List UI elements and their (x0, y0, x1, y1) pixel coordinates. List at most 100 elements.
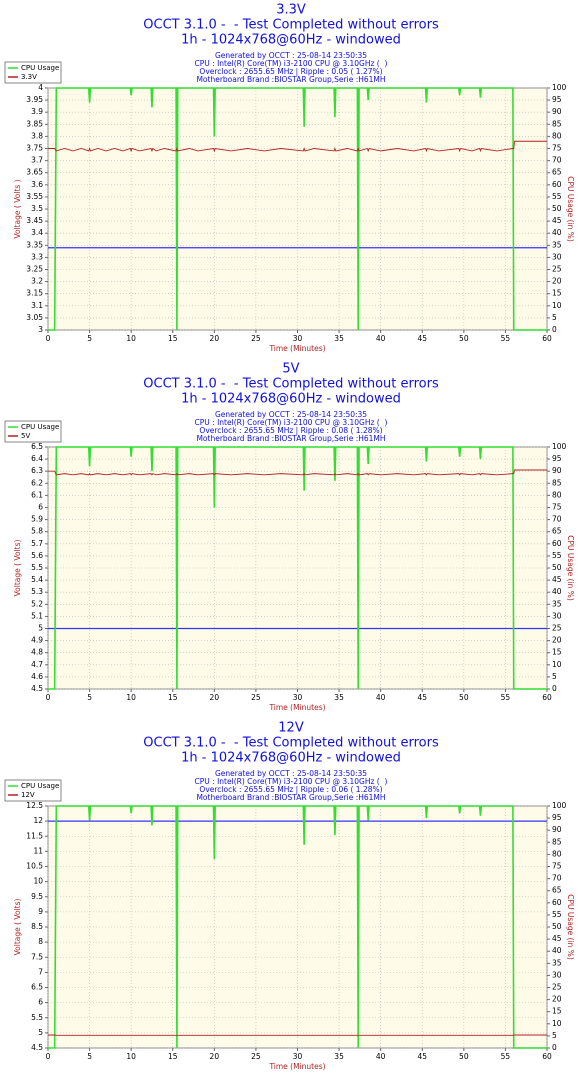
y2-tick-label: 65 (552, 527, 562, 536)
y2-tick-label: 65 (552, 886, 562, 895)
y-tick-label: 10 (33, 877, 43, 886)
y2-tick-label: 45 (552, 575, 562, 584)
x-tick-label: 20 (210, 693, 220, 702)
y-tick-label: 4 (38, 83, 43, 92)
y2-tick-label: 55 (552, 910, 562, 919)
y2-tick-label: 60 (552, 180, 562, 189)
x-tick-label: 40 (376, 693, 386, 702)
y-tick-label: 4.8 (31, 648, 43, 657)
y2-tick-label: 85 (552, 837, 562, 846)
x-tick-label: 60 (542, 1052, 552, 1061)
y2-tick-label: 30 (552, 611, 562, 620)
x-tick-label: 50 (459, 693, 469, 702)
y2-tick-label: 75 (552, 862, 562, 871)
y2-tick-label: 100 (552, 801, 567, 810)
y-tick-label: 3.8 (31, 131, 43, 140)
y2-tick-label: 10 (552, 301, 562, 310)
y-tick-label: 4.7 (31, 660, 43, 669)
series-line (48, 446, 547, 690)
y-axis-title: Voltage ( Volts) (13, 540, 22, 597)
y-tick-label: 3.55 (26, 192, 43, 201)
x-tick-label: 60 (542, 693, 552, 702)
x-tick-label: 35 (334, 334, 344, 343)
y2-tick-label: 45 (552, 934, 562, 943)
y2-tick-label: 35 (552, 599, 562, 608)
y-tick-label: 5.9 (31, 515, 43, 524)
legend-label: CPU Usage (21, 782, 59, 790)
y-tick-label: 3.75 (26, 144, 43, 153)
chart-title: 5V (282, 362, 299, 377)
y-tick-label: 7 (38, 967, 43, 976)
chart-subtitle: 1h - 1024x768@60Hz - windowed (181, 751, 401, 766)
series-line (48, 87, 547, 331)
x-tick-label: 25 (251, 693, 261, 702)
info-line: Generated by OCCT : 25-08-14 23:50:35 (215, 769, 367, 778)
x-axis-title: Time (Minutes) (268, 344, 325, 353)
y-tick-label: 5.1 (31, 611, 43, 620)
y-tick-label: 3.1 (31, 301, 43, 310)
y-tick-label: 4.5 (31, 684, 43, 693)
x-tick-label: 20 (210, 1052, 220, 1061)
y-tick-label: 3.6 (31, 180, 43, 189)
chart-subtitle: 1h - 1024x768@60Hz - windowed (181, 33, 401, 48)
info-line: Generated by OCCT : 25-08-14 23:50:35 (215, 410, 367, 419)
y-tick-label: 3.3 (31, 252, 43, 261)
y2-tick-label: 5 (552, 1031, 557, 1040)
y-tick-label: 4.6 (31, 672, 43, 681)
y2-tick-label: 90 (552, 466, 562, 475)
y2-tick-label: 25 (552, 265, 562, 274)
y2-axis-title: CPU Usage (in %) (566, 535, 575, 601)
y2-tick-label: 10 (552, 1019, 562, 1028)
info-line: Overclock : 2655.65 MHz | Ripple : 0.08 … (199, 426, 382, 435)
y2-tick-label: 100 (552, 442, 567, 451)
x-tick-label: 5 (87, 1052, 92, 1061)
x-tick-label: 0 (46, 693, 51, 702)
y2-tick-label: 35 (552, 240, 562, 249)
y2-tick-label: 40 (552, 228, 562, 237)
x-tick-label: 50 (459, 1052, 469, 1061)
y2-tick-label: 0 (552, 684, 557, 693)
y2-axis-title: CPU Usage (in %) (566, 176, 575, 242)
y2-tick-label: 80 (552, 490, 562, 499)
y2-tick-label: 5 (552, 313, 557, 322)
y-tick-label: 3.95 (26, 95, 43, 104)
chart-title: 12V (278, 721, 304, 736)
y-tick-label: 3.7 (31, 156, 43, 165)
legend-box (4, 779, 62, 802)
x-tick-label: 55 (501, 693, 511, 702)
y-tick-label: 5 (38, 1028, 43, 1037)
y2-tick-label: 95 (552, 813, 562, 822)
x-tick-label: 10 (126, 693, 136, 702)
info-line: Overclock : 2655.65 MHz | Ripple : 0.05 … (199, 67, 382, 76)
chart-subtitle: 1h - 1024x768@60Hz - windowed (181, 392, 401, 407)
y-tick-label: 3 (38, 325, 43, 334)
y2-tick-label: 80 (552, 131, 562, 140)
y2-tick-label: 25 (552, 624, 562, 633)
y-tick-label: 5.7 (31, 539, 43, 548)
x-tick-label: 20 (210, 334, 220, 343)
y2-tick-label: 20 (552, 995, 562, 1004)
y-tick-label: 5.4 (31, 575, 43, 584)
x-tick-label: 5 (87, 693, 92, 702)
y2-tick-label: 95 (552, 95, 562, 104)
y-tick-label: 3.35 (26, 240, 43, 249)
x-tick-label: 30 (293, 334, 303, 343)
y-tick-label: 5.5 (31, 1013, 43, 1022)
legend-box (4, 420, 62, 443)
y-tick-label: 3.9 (31, 107, 43, 116)
y-axis-title: Voltage ( Volts ) (13, 179, 22, 238)
y-tick-label: 9 (38, 907, 43, 916)
y-tick-label: 6.4 (31, 454, 43, 463)
y2-tick-label: 10 (552, 660, 562, 669)
y-tick-label: 10.5 (26, 862, 43, 871)
y2-tick-label: 85 (552, 119, 562, 128)
y2-tick-label: 100 (552, 83, 567, 92)
y-tick-label: 3.65 (26, 168, 43, 177)
y2-tick-label: 90 (552, 825, 562, 834)
x-tick-label: 55 (501, 334, 511, 343)
y-tick-label: 3.4 (31, 228, 43, 237)
x-tick-label: 35 (334, 1052, 344, 1061)
y-tick-label: 8 (38, 937, 43, 946)
y2-tick-label: 90 (552, 107, 562, 116)
x-tick-label: 35 (334, 693, 344, 702)
